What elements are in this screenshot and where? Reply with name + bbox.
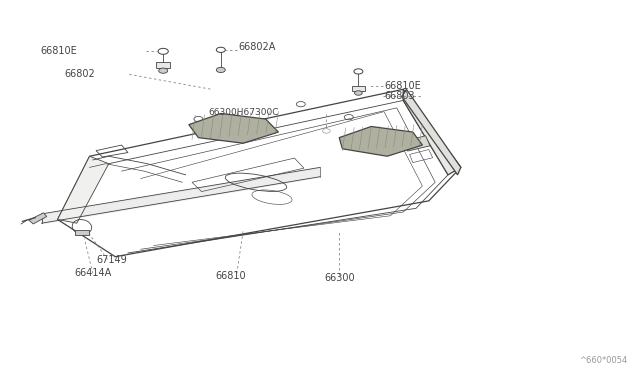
Polygon shape (403, 136, 430, 151)
Text: 66810E: 66810E (40, 46, 77, 56)
Text: 67149: 67149 (97, 256, 127, 265)
Text: 66802A: 66802A (238, 42, 275, 52)
Text: 66300H67300C: 66300H67300C (208, 108, 278, 117)
Polygon shape (403, 89, 461, 175)
Text: ^660*0054: ^660*0054 (579, 356, 627, 365)
Polygon shape (58, 156, 109, 223)
Circle shape (216, 67, 225, 73)
Text: 66414A: 66414A (74, 269, 111, 278)
Text: 66300: 66300 (324, 273, 355, 283)
Text: 66802: 66802 (64, 70, 95, 79)
FancyBboxPatch shape (352, 86, 365, 91)
Text: 66803: 66803 (384, 91, 415, 101)
Polygon shape (189, 113, 278, 143)
Polygon shape (402, 89, 461, 175)
FancyBboxPatch shape (156, 62, 170, 68)
Circle shape (355, 91, 362, 95)
Text: 66810: 66810 (215, 271, 246, 281)
Text: 66810E: 66810E (384, 81, 420, 91)
Polygon shape (339, 126, 422, 156)
Circle shape (159, 68, 168, 73)
FancyBboxPatch shape (75, 230, 89, 235)
Polygon shape (29, 213, 47, 224)
